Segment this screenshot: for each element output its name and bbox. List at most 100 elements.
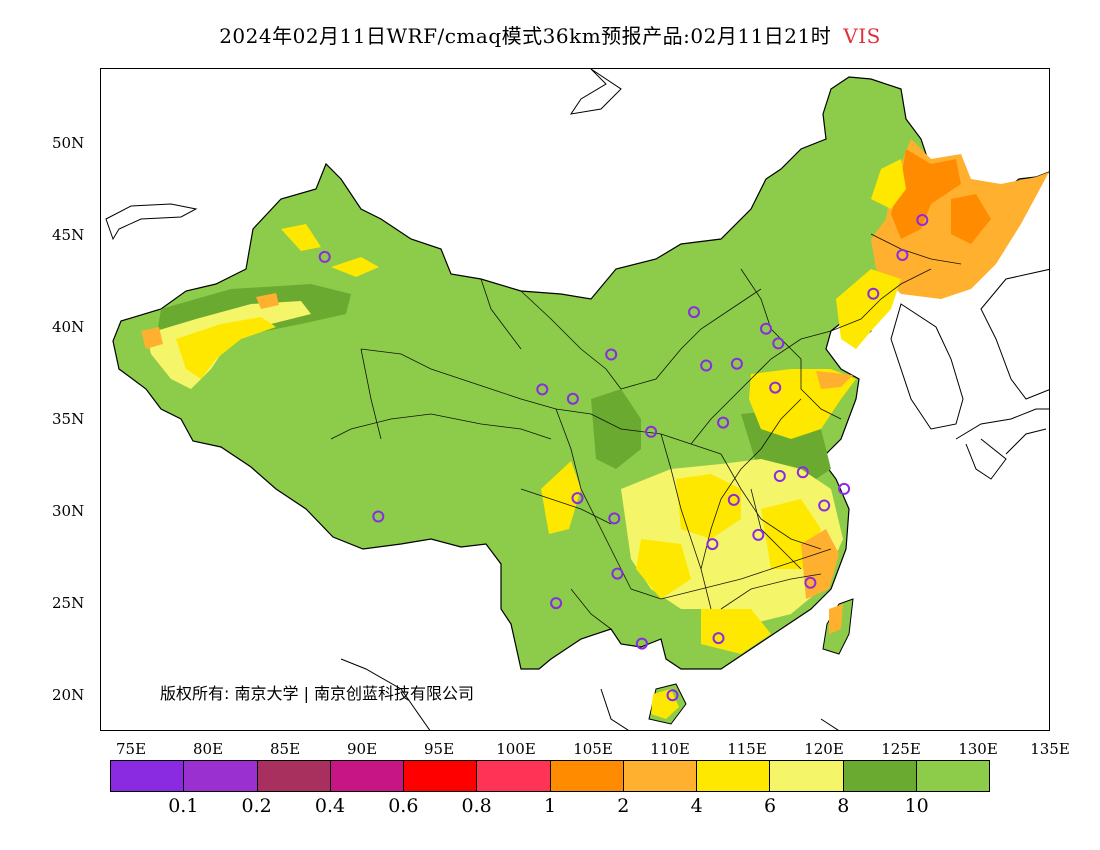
colorbar-swatch [697, 761, 771, 791]
station-marker [536, 383, 549, 396]
orange-spot-xinjiang-b [256, 293, 279, 309]
yellow-zone-north-xinjiang [281, 224, 379, 277]
colorbar-label: 4 [690, 795, 703, 817]
station-marker [717, 416, 730, 429]
station-marker [727, 493, 740, 506]
variable-label: VIS [843, 24, 881, 48]
station-marker [550, 597, 563, 610]
station-marker [318, 250, 331, 263]
station-marker [688, 306, 700, 319]
map-canvas [105, 69, 1049, 730]
station-marker [804, 576, 817, 589]
colorbar-swatch [550, 761, 624, 791]
foreign-coastline-kazakhstan [105, 203, 198, 241]
lon-label-90e: 90E [346, 740, 378, 758]
lat-label-50n: 50N [52, 134, 85, 152]
station-marker [700, 359, 713, 372]
colorbar-label: 0.6 [388, 795, 419, 817]
station-marker [730, 357, 743, 370]
lat-label-25n: 25N [52, 594, 85, 612]
station-marker [645, 425, 658, 438]
colorbar-label: 0.2 [241, 795, 272, 817]
station-marker [605, 348, 618, 361]
station-marker [706, 538, 719, 551]
lon-label-105e: 105E [573, 740, 613, 758]
lat-label-30n: 30N [52, 502, 85, 520]
station-marker [772, 337, 785, 350]
colorbar-label: 0.1 [168, 795, 199, 817]
lon-label-85e: 85E [269, 740, 301, 758]
map-frame [100, 68, 1050, 731]
station-marker [608, 512, 621, 525]
dark-green-zone-central [591, 389, 641, 469]
copyright-notice: 版权所有: 南京大学 | 南京创蓝科技有限公司 [160, 684, 475, 703]
station-marker [818, 499, 831, 512]
lon-label-120e: 120E [804, 740, 844, 758]
colorbar-swatch [623, 761, 697, 791]
lon-label-125e: 125E [881, 740, 921, 758]
lon-label-80e: 80E [192, 740, 224, 758]
lon-label-95e: 95E [423, 740, 455, 758]
yellow-zone-sichuan [541, 461, 581, 534]
colorbar-label: 6 [763, 795, 777, 817]
colorbar-swatch [916, 761, 989, 791]
colorbar-swatch [404, 761, 478, 791]
station-marker [760, 322, 772, 335]
lat-label-40n: 40N [52, 318, 85, 336]
station-marker [896, 249, 909, 261]
yellow-zone-northeast-north [871, 159, 906, 209]
lon-label-75e: 75E [115, 740, 147, 758]
colorbar-swatch [257, 761, 331, 791]
orange-zone-fujian [801, 529, 839, 599]
station-markers [318, 214, 929, 702]
station-marker [666, 689, 679, 702]
dark-orange-zone-northeast [891, 149, 991, 244]
province-borders [330, 233, 962, 630]
station-marker [796, 466, 809, 479]
lon-label-110e: 110E [650, 740, 690, 758]
station-marker [611, 567, 624, 580]
foreign-coastline [569, 69, 622, 115]
south-coastline [340, 658, 839, 730]
station-marker [712, 632, 725, 645]
yellow-zone-hainan [651, 689, 679, 719]
colorbar-swatch [770, 761, 844, 791]
yellow-zone-northeast-south [836, 269, 901, 349]
colorbar-label: 2 [617, 795, 630, 817]
lat-label-35n: 35N [52, 410, 85, 428]
colorbar-swatch [477, 761, 551, 791]
station-marker [916, 214, 929, 226]
orange-zone-shandong [816, 371, 853, 389]
lat-label-45n: 45N [52, 226, 85, 244]
colorbar-label: 0.8 [461, 795, 492, 817]
colorbar-label: 10 [904, 795, 929, 817]
colorbar [110, 760, 990, 792]
station-marker [769, 381, 782, 394]
colorbar-label: 0.4 [314, 795, 346, 817]
station-marker [571, 492, 584, 505]
lon-label-100e: 100E [496, 740, 536, 758]
colorbar-label: 1 [543, 795, 557, 817]
station-marker [372, 510, 385, 523]
lon-label-135e: 135E [1030, 740, 1070, 758]
station-marker [867, 287, 880, 300]
station-marker [566, 392, 579, 405]
yellow-zone-south-central [636, 474, 821, 654]
colorbar-label: 8 [837, 795, 850, 817]
colorbar-swatch [330, 761, 404, 791]
station-marker [635, 637, 648, 650]
orange-spot-xinjiang-a [141, 327, 163, 349]
title-text: 2024年02月11日WRF/cmaq模式36km预报产品:02月11日21时 [219, 24, 832, 48]
lon-label-130e: 130E [958, 740, 998, 758]
yellow-zone-xinjiang [176, 317, 276, 379]
lon-label-115e: 115E [727, 740, 767, 758]
colorbar-swatch [843, 761, 917, 791]
station-marker [838, 482, 851, 495]
colorbar-swatch [184, 761, 258, 791]
lat-label-20n: 20N [52, 686, 85, 704]
colorbar-swatch [111, 761, 185, 791]
station-marker [773, 470, 786, 482]
station-marker [752, 528, 765, 541]
map-title: 2024年02月11日WRF/cmaq模式36km预报产品:02月11日21时 V… [0, 20, 1100, 49]
yellow-zone-taiwan-strait [829, 604, 843, 634]
